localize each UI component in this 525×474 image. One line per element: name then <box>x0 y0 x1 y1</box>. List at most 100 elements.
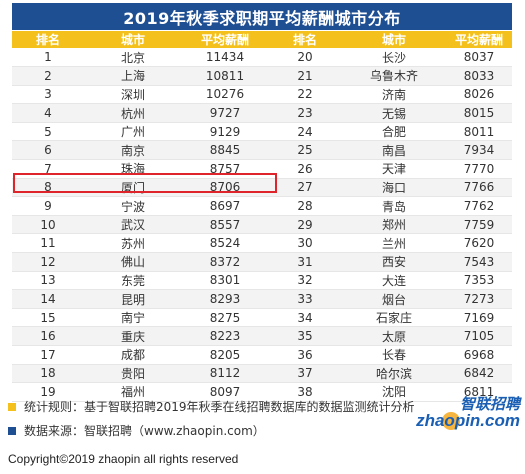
page-title: 2019年秋季求职期平均薪酬城市分布 <box>123 8 401 28</box>
cell-city-left: 深圳 <box>84 85 182 105</box>
cell-salary-left: 8301 <box>182 271 268 291</box>
cell-rank-left: 19 <box>12 382 84 402</box>
cell-city-left: 武汉 <box>84 215 182 235</box>
cell-salary-left: 8706 <box>182 178 268 198</box>
cell-salary-left: 8372 <box>182 252 268 272</box>
logo-cn: 智联招聘 <box>459 395 520 413</box>
cell-rank-left: 16 <box>12 326 84 346</box>
cell-city-right: 济南 <box>342 85 446 105</box>
table-row: 14 昆明 8293 33 烟台 7273 <box>12 289 512 309</box>
cell-rank-right: 27 <box>268 178 342 198</box>
cell-salary-right: 7169 <box>446 308 512 328</box>
cell-city-right: 石家庄 <box>342 308 446 328</box>
cell-salary-right: 7759 <box>446 215 512 235</box>
cell-salary-right: 8015 <box>446 103 512 123</box>
header-city-left: 城市 <box>84 31 182 48</box>
cell-salary-left: 8275 <box>182 308 268 328</box>
cell-city-left: 贵阳 <box>84 364 182 384</box>
cell-rank-left: 10 <box>12 215 84 235</box>
cell-salary-left: 11434 <box>182 48 268 68</box>
cell-salary-left: 10276 <box>182 85 268 105</box>
table-header-row: 排名 城市 平均薪酬 排名 城市 平均薪酬 <box>12 31 512 48</box>
stat-rule-note: 统计规则：基于智联招聘2019年秋季在线招聘数据库的数据监测统计分析 <box>8 398 415 415</box>
cell-city-right: 沈阳 <box>342 382 446 402</box>
cell-rank-right: 38 <box>268 382 342 402</box>
cell-city-left: 福州 <box>84 382 182 402</box>
cell-salary-right: 8026 <box>446 85 512 105</box>
table-row: 4 杭州 9727 23 无锡 8015 <box>12 103 512 123</box>
cell-city-right: 哈尔滨 <box>342 364 446 384</box>
data-source-note: 数据来源：智联招聘（www.zhaopin.com） <box>8 422 265 439</box>
cell-rank-right: 22 <box>268 85 342 105</box>
cell-rank-right: 30 <box>268 233 342 254</box>
cell-rank-right: 26 <box>268 159 342 179</box>
cell-salary-left: 8557 <box>182 215 268 235</box>
cell-city-left: 广州 <box>84 122 182 142</box>
cell-rank-right: 23 <box>268 103 342 123</box>
cell-rank-right: 36 <box>268 345 342 365</box>
table-row: 11 苏州 8524 30 兰州 7620 <box>12 233 512 254</box>
cell-rank-right: 33 <box>268 289 342 309</box>
cell-rank-left: 6 <box>12 140 84 161</box>
cell-rank-right: 29 <box>268 215 342 235</box>
cell-city-left: 南宁 <box>84 308 182 328</box>
cell-rank-left: 14 <box>12 289 84 309</box>
cell-rank-left: 8 <box>12 178 84 198</box>
cell-city-right: 郑州 <box>342 215 446 235</box>
table-row: 15 南宁 8275 34 石家庄 7169 <box>12 308 512 328</box>
cell-salary-left: 8223 <box>182 326 268 346</box>
cell-salary-right: 7934 <box>446 140 512 161</box>
cell-salary-right: 6842 <box>446 364 512 384</box>
cell-rank-left: 11 <box>12 233 84 254</box>
cell-city-right: 长春 <box>342 345 446 365</box>
cell-city-right: 无锡 <box>342 103 446 123</box>
header-salary-right: 平均薪酬 <box>446 31 512 48</box>
table-row: 9 宁波 8697 28 青岛 7762 <box>12 196 512 216</box>
cell-salary-left: 8097 <box>182 382 268 402</box>
cell-salary-right: 6811 <box>446 382 512 402</box>
cell-rank-right: 37 <box>268 364 342 384</box>
cell-rank-left: 13 <box>12 271 84 291</box>
cell-city-right: 长沙 <box>342 48 446 68</box>
cell-salary-left: 10811 <box>182 66 268 86</box>
cell-rank-left: 1 <box>12 48 84 68</box>
table-row: 17 成都 8205 36 长春 6968 <box>12 345 512 365</box>
cell-city-left: 东莞 <box>84 271 182 291</box>
cell-salary-right: 7273 <box>446 289 512 309</box>
cell-salary-left: 8697 <box>182 196 268 216</box>
cell-salary-right: 8033 <box>446 66 512 86</box>
cell-rank-right: 34 <box>268 308 342 328</box>
cell-city-left: 宁波 <box>84 196 182 216</box>
cell-salary-left: 8524 <box>182 233 268 254</box>
table-row: 1 北京 11434 20 长沙 8037 <box>12 48 512 68</box>
cell-city-right: 天津 <box>342 159 446 179</box>
zhaopin-logo: 智联招聘 zhaopin.com <box>416 393 520 439</box>
cell-city-left: 上海 <box>84 66 182 86</box>
header-rank-right: 排名 <box>268 31 342 48</box>
stat-rule-text: 统计规则：基于智联招聘2019年秋季在线招聘数据库的数据监测统计分析 <box>24 400 415 414</box>
cell-rank-right: 24 <box>268 122 342 142</box>
cell-salary-right: 7766 <box>446 178 512 198</box>
cell-salary-right: 7353 <box>446 271 512 291</box>
cell-city-left: 苏州 <box>84 233 182 254</box>
cell-salary-right: 8037 <box>446 48 512 68</box>
logo-en: zhaopin.com <box>416 411 520 430</box>
salary-ranking-table: 排名 城市 平均薪酬 排名 城市 平均薪酬 1 北京 11434 20 长沙 8037 2 上… <box>12 31 512 402</box>
cell-city-left: 厦门 <box>84 178 182 198</box>
cell-salary-left: 9129 <box>182 122 268 142</box>
cell-city-left: 重庆 <box>84 326 182 346</box>
cell-city-left: 珠海 <box>84 159 182 179</box>
table-row: 7 珠海 8757 26 天津 7770 <box>12 159 512 179</box>
cell-city-left: 杭州 <box>84 103 182 123</box>
table-body: 1 北京 11434 20 长沙 8037 2 上海 10811 21 乌鲁木齐 8033 3 深圳 102… <box>12 48 512 402</box>
cell-city-right: 西安 <box>342 252 446 272</box>
cell-salary-left: 9727 <box>182 103 268 123</box>
cell-rank-left: 2 <box>12 66 84 86</box>
cell-city-right: 青岛 <box>342 196 446 216</box>
cell-salary-left: 8205 <box>182 345 268 365</box>
header-salary-left: 平均薪酬 <box>182 31 268 48</box>
cell-rank-right: 31 <box>268 252 342 272</box>
header-city-right: 城市 <box>342 31 446 48</box>
cell-rank-right: 35 <box>268 326 342 346</box>
